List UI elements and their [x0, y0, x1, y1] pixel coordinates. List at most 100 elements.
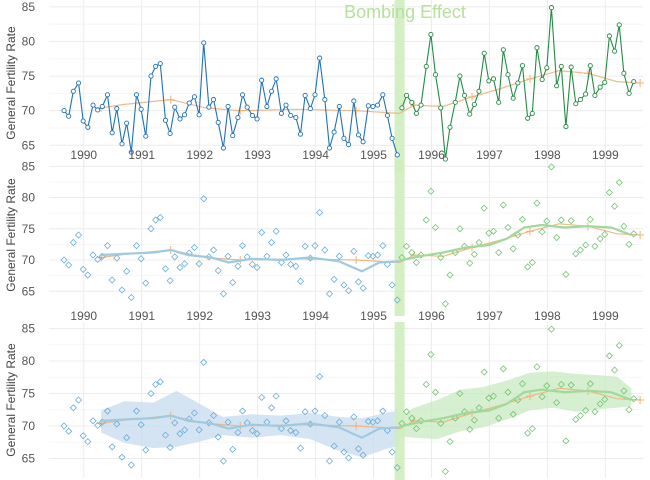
- x-tick-label: 1995: [360, 148, 387, 162]
- data-point: [495, 248, 503, 257]
- data-point: [446, 438, 454, 446]
- data-point: [572, 250, 580, 258]
- data-point: [355, 132, 362, 138]
- data-point: [499, 201, 507, 209]
- data-point: [592, 92, 598, 98]
- data-point: [258, 393, 266, 401]
- data-point: [325, 457, 334, 465]
- data-point: [486, 78, 492, 84]
- data-point: [452, 99, 458, 105]
- data-point: [446, 271, 454, 279]
- data-point: [631, 79, 637, 85]
- data-point: [466, 425, 474, 433]
- data-point: [423, 63, 429, 69]
- data-point: [553, 233, 561, 242]
- data-point: [567, 381, 575, 389]
- data-point: [615, 341, 623, 349]
- data-point: [515, 80, 521, 86]
- data-point: [611, 202, 619, 210]
- x-tick-label: 1995: [360, 309, 387, 323]
- data-point: [238, 242, 247, 250]
- data-point: [510, 95, 516, 101]
- data-point: [94, 255, 102, 263]
- data-point: [137, 255, 145, 263]
- data-point: [505, 72, 511, 78]
- data-point: [278, 110, 284, 116]
- data-point: [104, 92, 111, 98]
- y-tick-label: 75: [22, 387, 36, 401]
- data-point: [162, 117, 169, 123]
- data-point: [282, 251, 290, 259]
- data-point: [597, 84, 603, 90]
- data-point: [568, 64, 574, 70]
- data-point: [161, 265, 170, 273]
- data-point: [529, 110, 535, 116]
- data-point: [322, 97, 328, 103]
- data-point: [99, 103, 105, 110]
- data-point: [176, 430, 184, 438]
- data-point: [137, 421, 145, 429]
- data-point: [359, 451, 367, 459]
- x-tick-label: 1999: [592, 148, 619, 162]
- data-point: [611, 366, 619, 374]
- data-point: [615, 178, 623, 187]
- data-point: [456, 389, 464, 398]
- data-point: [90, 102, 96, 108]
- data-point: [601, 395, 609, 403]
- data-point: [375, 102, 381, 108]
- data-point: [586, 380, 594, 388]
- data-point: [234, 428, 242, 437]
- trend-marker: [636, 79, 645, 87]
- x-tick-label: 1994: [302, 309, 329, 323]
- data-point: [384, 112, 390, 119]
- data-point: [80, 118, 86, 124]
- data-point: [325, 290, 334, 298]
- data-point: [354, 445, 363, 453]
- y-axis-label: General Fertility Rate: [4, 178, 18, 292]
- data-point: [418, 102, 424, 108]
- data-point: [292, 262, 300, 270]
- data-point: [504, 388, 512, 396]
- x-tick-label: 1991: [128, 309, 155, 323]
- data-point: [428, 32, 434, 38]
- data-point: [224, 252, 232, 260]
- data-point: [301, 242, 309, 250]
- data-point: [538, 393, 546, 401]
- y-axis-label: General Fertility Rate: [4, 26, 18, 140]
- data-point: [432, 72, 439, 78]
- data-point: [374, 417, 382, 425]
- data-point: [195, 426, 203, 434]
- data-point: [466, 259, 474, 267]
- data-point: [351, 98, 357, 104]
- data-point: [220, 145, 226, 151]
- data-point: [500, 47, 506, 53]
- data-point: [481, 50, 487, 56]
- data-point: [118, 453, 126, 461]
- y-tick-label: 70: [22, 253, 36, 267]
- data-point: [534, 45, 540, 51]
- data-point: [388, 281, 396, 289]
- data-point: [254, 116, 260, 122]
- data-point: [249, 112, 255, 119]
- fitted-line-post: [399, 223, 632, 262]
- data-point: [402, 242, 411, 250]
- data-point: [402, 408, 411, 416]
- data-point: [496, 99, 502, 105]
- x-tick-label: 1996: [418, 309, 445, 323]
- data-point: [393, 296, 401, 304]
- data-point: [224, 418, 232, 426]
- data-point: [538, 228, 546, 236]
- y-tick-label: 80: [22, 35, 36, 49]
- data-point: [181, 260, 189, 268]
- data-point: [238, 407, 247, 415]
- data-point: [69, 404, 77, 412]
- data-point: [601, 230, 609, 238]
- data-point: [293, 115, 299, 121]
- data-point: [340, 448, 348, 456]
- data-point: [214, 433, 222, 441]
- data-point: [177, 116, 183, 122]
- data-point: [354, 278, 363, 286]
- data-point: [118, 286, 126, 294]
- data-point: [409, 99, 415, 105]
- data-point: [301, 408, 309, 416]
